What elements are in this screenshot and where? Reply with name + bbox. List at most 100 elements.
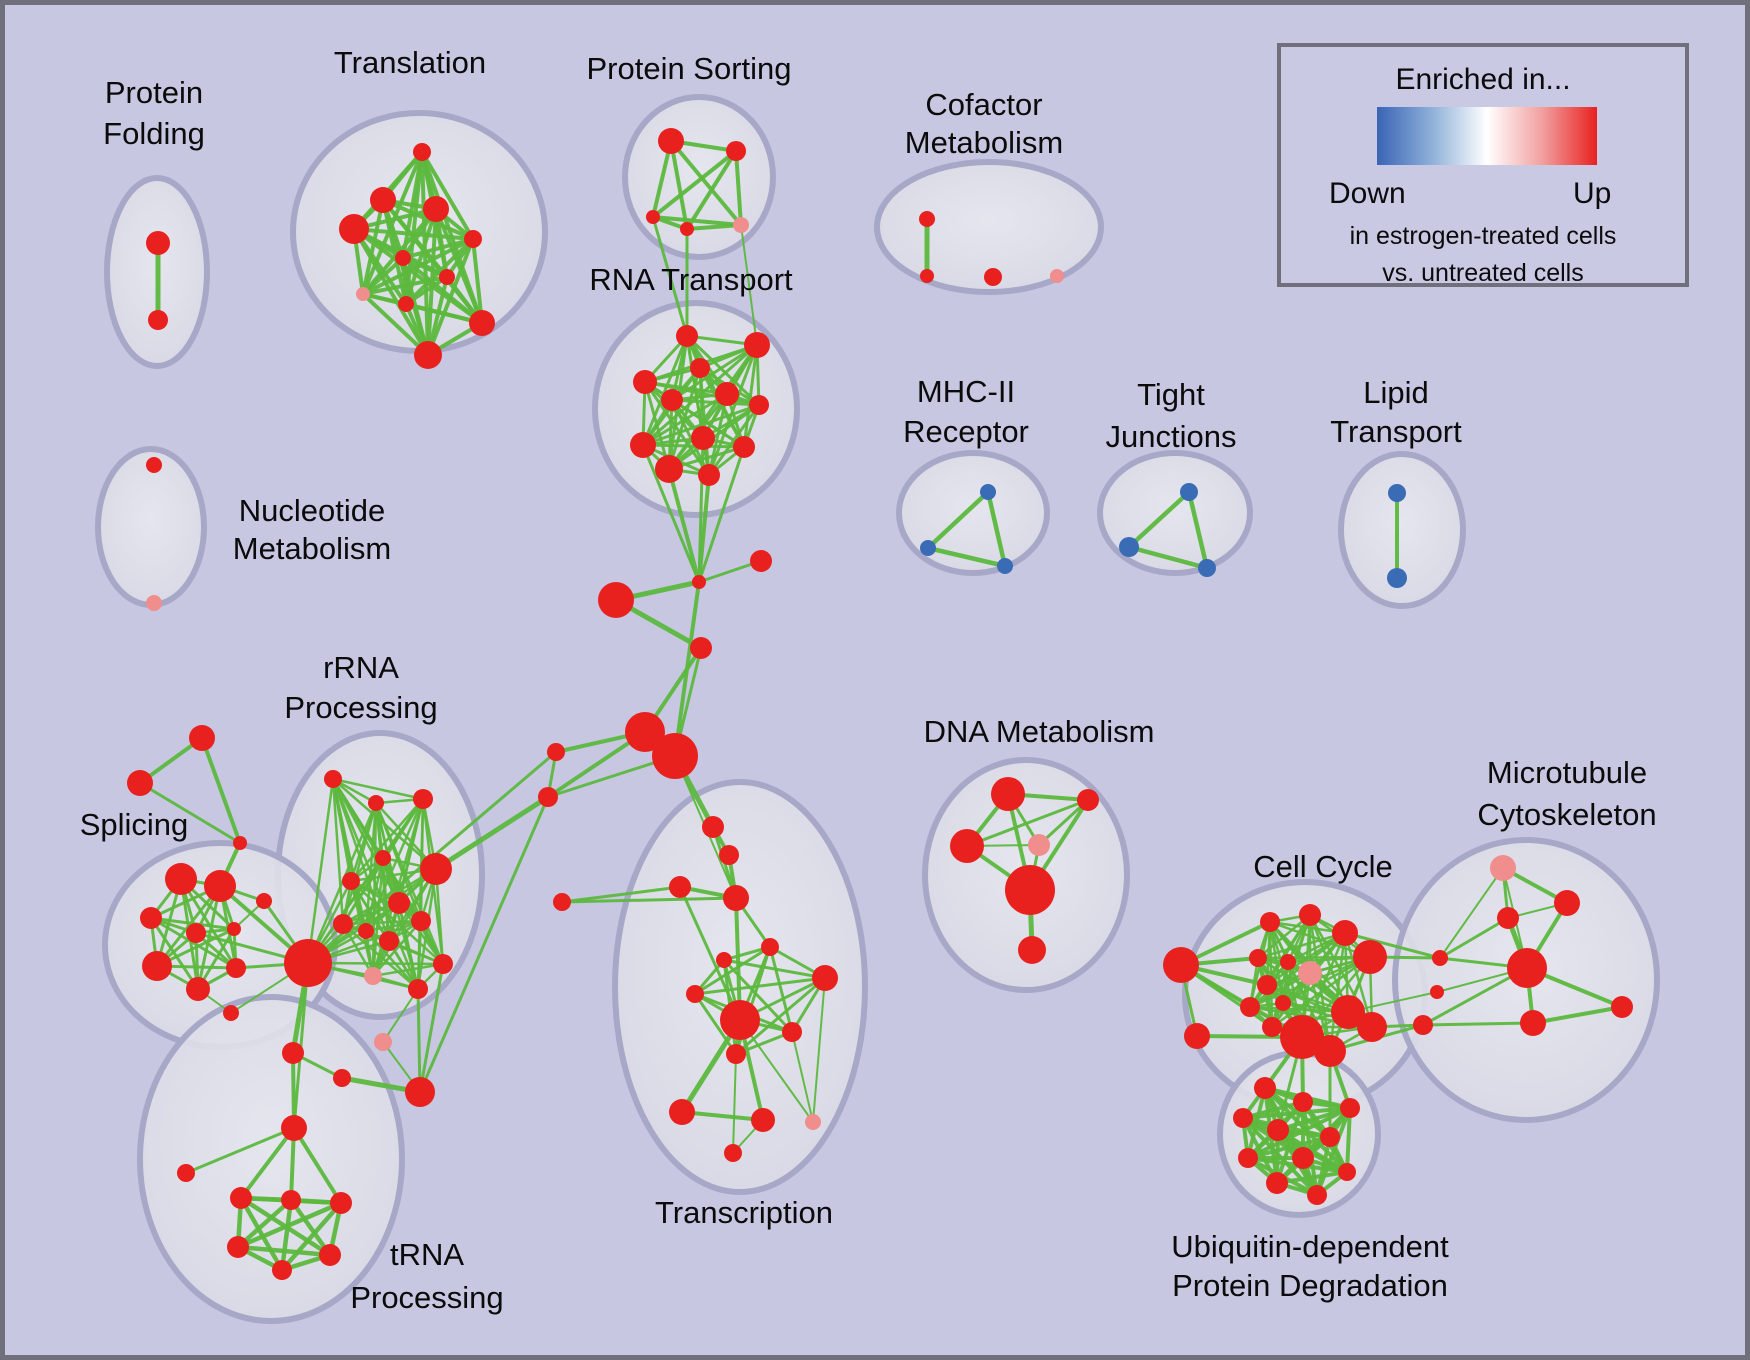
node-rr10 [411,911,431,931]
cluster-label-mhc-ii-receptor: MHC-II [917,374,1015,409]
edge [1531,1005,1624,1025]
node-d1 [1077,789,1099,811]
edge [768,945,794,1034]
node-q3 [1233,1108,1253,1128]
cluster-label-rna-transport: RNA Transport [589,262,793,297]
cluster-label-cofactor-metabolism: Metabolism [905,125,1064,160]
edge [669,139,743,227]
node-tt2 [669,876,691,898]
cluster-label-nucleotide-metabolism: Nucleotide [239,493,385,528]
edge [138,781,242,845]
node-l2 [538,787,558,807]
edge [678,885,742,1022]
edge [732,1053,737,1154]
edge [734,149,743,227]
node-tr0 [189,725,215,751]
node-k14 [1262,1017,1282,1037]
node-kh2 [1314,1035,1346,1067]
node-tt5 [716,952,732,968]
node-p2 [652,733,698,779]
legend-gradient-bar [1377,107,1597,165]
cluster-label-ubiquitin-degradation: Protein Degradation [1172,1268,1448,1303]
node-x0 [282,1042,304,1064]
node-n2 [750,550,772,572]
edge [1439,867,1504,959]
edge [361,256,405,296]
edge [404,302,484,325]
node-k0 [1260,912,1280,932]
node-s7 [226,958,246,978]
legend-caption-line1: in estrogen-treated cells [1349,222,1617,250]
node-r1 [744,332,770,358]
node-u7 [272,1260,292,1280]
edge [693,992,738,1056]
node-q10 [1307,1185,1327,1205]
node-h2 [997,558,1013,574]
edge [235,1244,333,1258]
edge [693,976,827,996]
edge [641,334,689,447]
edge [349,797,425,883]
edge [734,896,742,1022]
node-s5 [142,951,172,981]
node-s1 [204,870,236,902]
node-s3 [186,923,206,943]
edge [641,443,701,584]
edge [680,1110,765,1122]
node-k9 [1240,997,1260,1017]
edge [341,922,420,991]
node-t10 [414,341,442,369]
cluster-label-ubiquitin-degradation: Ubiquitin-dependent [1171,1229,1449,1264]
node-rr12 [364,967,382,985]
edge [1126,489,1192,550]
edge [292,1126,343,1205]
edge [184,1126,296,1175]
node-tt11 [751,1108,775,1132]
node-t9 [469,310,495,336]
edge [985,489,1008,569]
edge [200,736,242,845]
edge [791,1031,814,1123]
edge [416,919,423,991]
node-s9 [223,1005,239,1021]
node-s0 [165,863,197,895]
edge [697,436,705,584]
node-m0 [1490,855,1516,881]
node-rr6 [388,892,410,914]
node-rr7 [333,914,353,934]
node-cf2 [984,268,1002,286]
node-cf0 [919,211,935,227]
edge [1270,955,1372,1029]
node-k2 [1332,920,1358,946]
node-tt3 [723,885,749,911]
edge [734,976,827,1056]
edge [722,958,827,980]
edge [364,929,420,991]
node-lt1 [1387,568,1407,588]
cluster-label-tight-junctions: Tight [1137,377,1205,412]
edge [965,798,1090,848]
node-r3 [633,370,657,394]
edge [404,237,475,306]
node-d2 [950,829,984,863]
node-m4 [1520,1010,1546,1036]
edge [418,795,550,1094]
cluster-label-rrna-processing: rRNA [323,650,399,685]
node-tt0 [702,816,724,838]
edge [925,489,991,551]
edge [812,977,826,1123]
cluster-label-mhc-ii-receptor: Receptor [903,414,1029,449]
node-pf1 [148,310,168,330]
edge [1037,798,1090,847]
cluster-label-protein-folding: Protein [105,75,203,110]
edge [1186,489,1210,571]
node-rr14 [374,1033,392,1051]
node-r4 [715,382,739,406]
node-tt4 [761,938,779,956]
node-s4 [227,922,241,936]
node-tt1 [719,845,739,865]
node-tt8 [782,1022,802,1042]
edge [1256,931,1347,960]
edge [179,877,238,970]
node-rr11 [433,954,453,974]
